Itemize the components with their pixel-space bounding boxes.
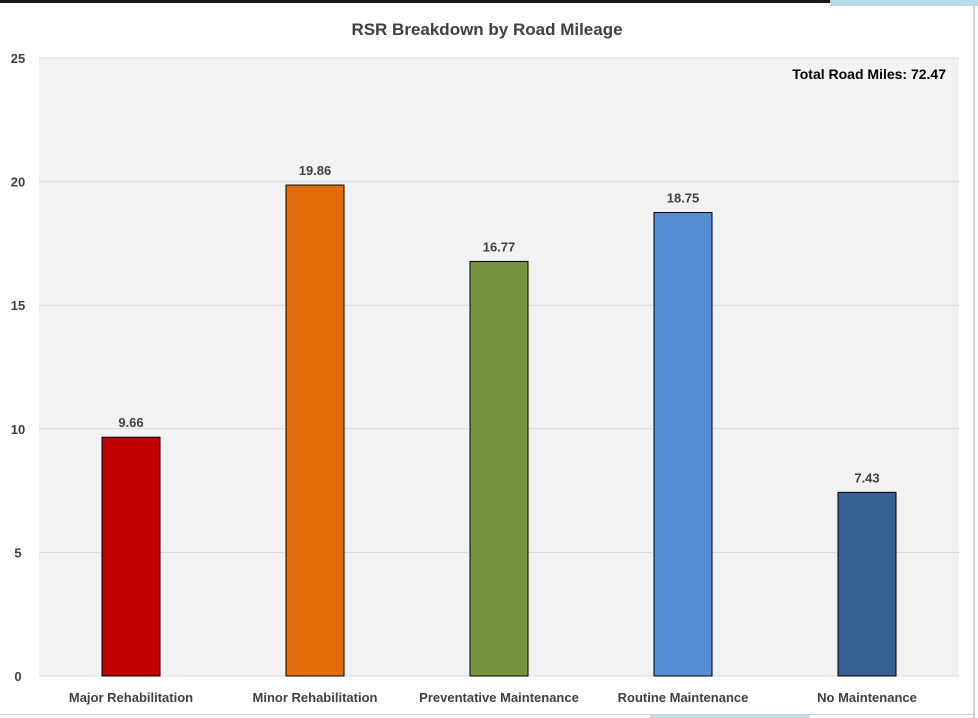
data-label: 19.86: [299, 163, 332, 178]
data-label: 9.66: [118, 415, 143, 430]
bar-4: [837, 491, 897, 677]
chart-title: RSR Breakdown by Road Mileage: [351, 20, 622, 39]
data-label: 7.43: [854, 470, 879, 485]
y-tick-label: 15: [11, 298, 25, 313]
data-label: 16.77: [483, 239, 516, 254]
window-bottom-border: [0, 714, 975, 715]
x-tick-label: Minor Rehabilitation: [253, 690, 378, 705]
bar-2: [469, 260, 529, 677]
y-tick-label: 0: [14, 669, 21, 684]
x-tick-label: Preventative Maintenance: [419, 690, 579, 705]
data-label: 18.75: [667, 191, 700, 206]
bar-3: [653, 212, 713, 677]
window-right-border: [973, 0, 975, 718]
y-tick-label: 25: [11, 51, 25, 66]
window-accent: [830, 0, 978, 6]
x-tick-label: No Maintenance: [817, 690, 917, 705]
y-tick-label: 5: [14, 545, 21, 560]
bar-0: [101, 436, 161, 677]
window-top-border: [0, 0, 978, 3]
y-tick-label: 10: [11, 422, 25, 437]
x-tick-label: Major Rehabilitation: [69, 690, 193, 705]
y-tick-label: 20: [11, 175, 25, 190]
bar-1: [285, 184, 345, 677]
window-bottom-accent: [650, 715, 810, 718]
x-tick-label: Routine Maintenance: [618, 690, 749, 705]
total-miles-annotation: Total Road Miles: 72.47: [792, 66, 946, 82]
